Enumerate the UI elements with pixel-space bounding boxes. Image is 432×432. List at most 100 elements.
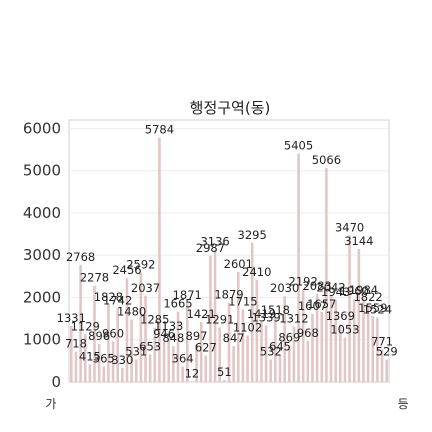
- bar: [116, 308, 119, 382]
- data-label: 529: [376, 345, 398, 359]
- data-label: 2987: [196, 241, 225, 255]
- bar: [255, 280, 259, 382]
- data-label: 848: [162, 331, 184, 345]
- data-label: 946: [153, 327, 175, 341]
- data-label: 960: [102, 326, 124, 340]
- bar: [343, 337, 347, 382]
- bar: [167, 334, 170, 382]
- data-label: 2768: [66, 250, 95, 264]
- data-label: 1053: [330, 323, 359, 337]
- bar: [162, 342, 166, 382]
- bar: [227, 302, 231, 382]
- bar: [158, 137, 161, 382]
- data-label: 1879: [214, 288, 243, 302]
- bar: [79, 265, 82, 382]
- bar: [260, 322, 263, 382]
- data-label: 897: [186, 329, 208, 343]
- data-label: 1518: [261, 303, 290, 317]
- data-label: 1559: [358, 301, 387, 315]
- bar: [366, 305, 370, 382]
- data-label: 2037: [131, 281, 160, 295]
- bar: [325, 167, 328, 382]
- data-labels: 1331 718 2768 1129 415 2278 896 365 1828 960 1742 3…: [57, 123, 398, 381]
- bar: [311, 314, 314, 382]
- data-label: 531: [125, 345, 147, 359]
- y-axis: 0 1000 2000 3000 4000 5000 6000: [23, 119, 61, 391]
- bar: [88, 364, 92, 382]
- y-tick-label: 0: [51, 373, 61, 391]
- bar: [153, 327, 157, 382]
- data-label: 5066: [312, 153, 341, 167]
- bar: [288, 345, 291, 382]
- bar: [172, 346, 175, 382]
- bar: [357, 249, 361, 382]
- data-label: 2192: [289, 274, 318, 288]
- bar: [97, 344, 101, 382]
- data-label: 2410: [242, 265, 271, 279]
- data-label: 1339: [251, 310, 280, 324]
- data-label: 365: [93, 352, 115, 366]
- data-label: 1524: [363, 303, 392, 317]
- data-label: 771: [371, 334, 393, 348]
- bar: [292, 326, 296, 382]
- y-tick-label: 6000: [23, 119, 61, 137]
- bar: [315, 293, 319, 382]
- bar: [209, 255, 212, 382]
- bar: [320, 311, 324, 382]
- data-label: 5405: [284, 139, 313, 153]
- data-label: 1369: [326, 309, 355, 323]
- data-label: 627: [195, 341, 217, 355]
- bar: [83, 334, 87, 382]
- data-label: 2456: [112, 263, 141, 277]
- data-label: 1715: [228, 295, 257, 309]
- y-tick-label: 5000: [23, 162, 61, 180]
- bars: [70, 137, 388, 382]
- bar: [269, 359, 273, 382]
- data-label: 718: [65, 337, 87, 351]
- data-label: 1871: [173, 288, 202, 302]
- bar: [283, 296, 286, 382]
- data-label: 1419: [247, 307, 276, 321]
- x-tick-label: 가: [45, 397, 56, 411]
- bar: [301, 289, 305, 382]
- bar: [176, 311, 180, 382]
- bar: [130, 319, 133, 382]
- bar: [74, 351, 78, 382]
- data-label: 1331: [57, 311, 86, 325]
- data-label: 847: [223, 331, 245, 345]
- data-label: 1129: [71, 319, 100, 333]
- bar: [195, 344, 198, 382]
- bar: [371, 316, 375, 382]
- bar: [213, 249, 217, 382]
- data-label: 2042: [316, 281, 345, 295]
- x-tick-label: 등: [398, 397, 409, 411]
- bar: [148, 354, 152, 382]
- data-label: 1607: [298, 299, 327, 313]
- data-label: 1828: [94, 290, 123, 304]
- y-tick-label: 4000: [23, 204, 61, 222]
- data-label: 532: [260, 345, 282, 359]
- bar: [185, 302, 189, 382]
- y-tick-label: 3000: [23, 246, 61, 264]
- y-tick-label: 2000: [23, 288, 61, 306]
- bar: [334, 299, 337, 382]
- bar: [339, 324, 342, 382]
- bar: [274, 317, 277, 382]
- bar: [306, 341, 310, 382]
- bar: [199, 321, 203, 382]
- data-label: 1312: [279, 312, 308, 326]
- data-label: 1421: [187, 307, 216, 321]
- data-label: 1285: [140, 313, 169, 327]
- bar: [125, 278, 129, 382]
- data-label: 3136: [200, 234, 229, 248]
- data-label: 330: [111, 353, 133, 367]
- data-label: 3144: [344, 234, 373, 248]
- bar: [223, 379, 226, 382]
- bar: [352, 299, 356, 382]
- data-label: 1665: [163, 297, 192, 311]
- data-label: 2030: [270, 281, 299, 295]
- data-label: 1943: [321, 285, 350, 299]
- bar: [121, 368, 124, 382]
- data-label: 3470: [335, 220, 364, 234]
- bar: [264, 325, 268, 382]
